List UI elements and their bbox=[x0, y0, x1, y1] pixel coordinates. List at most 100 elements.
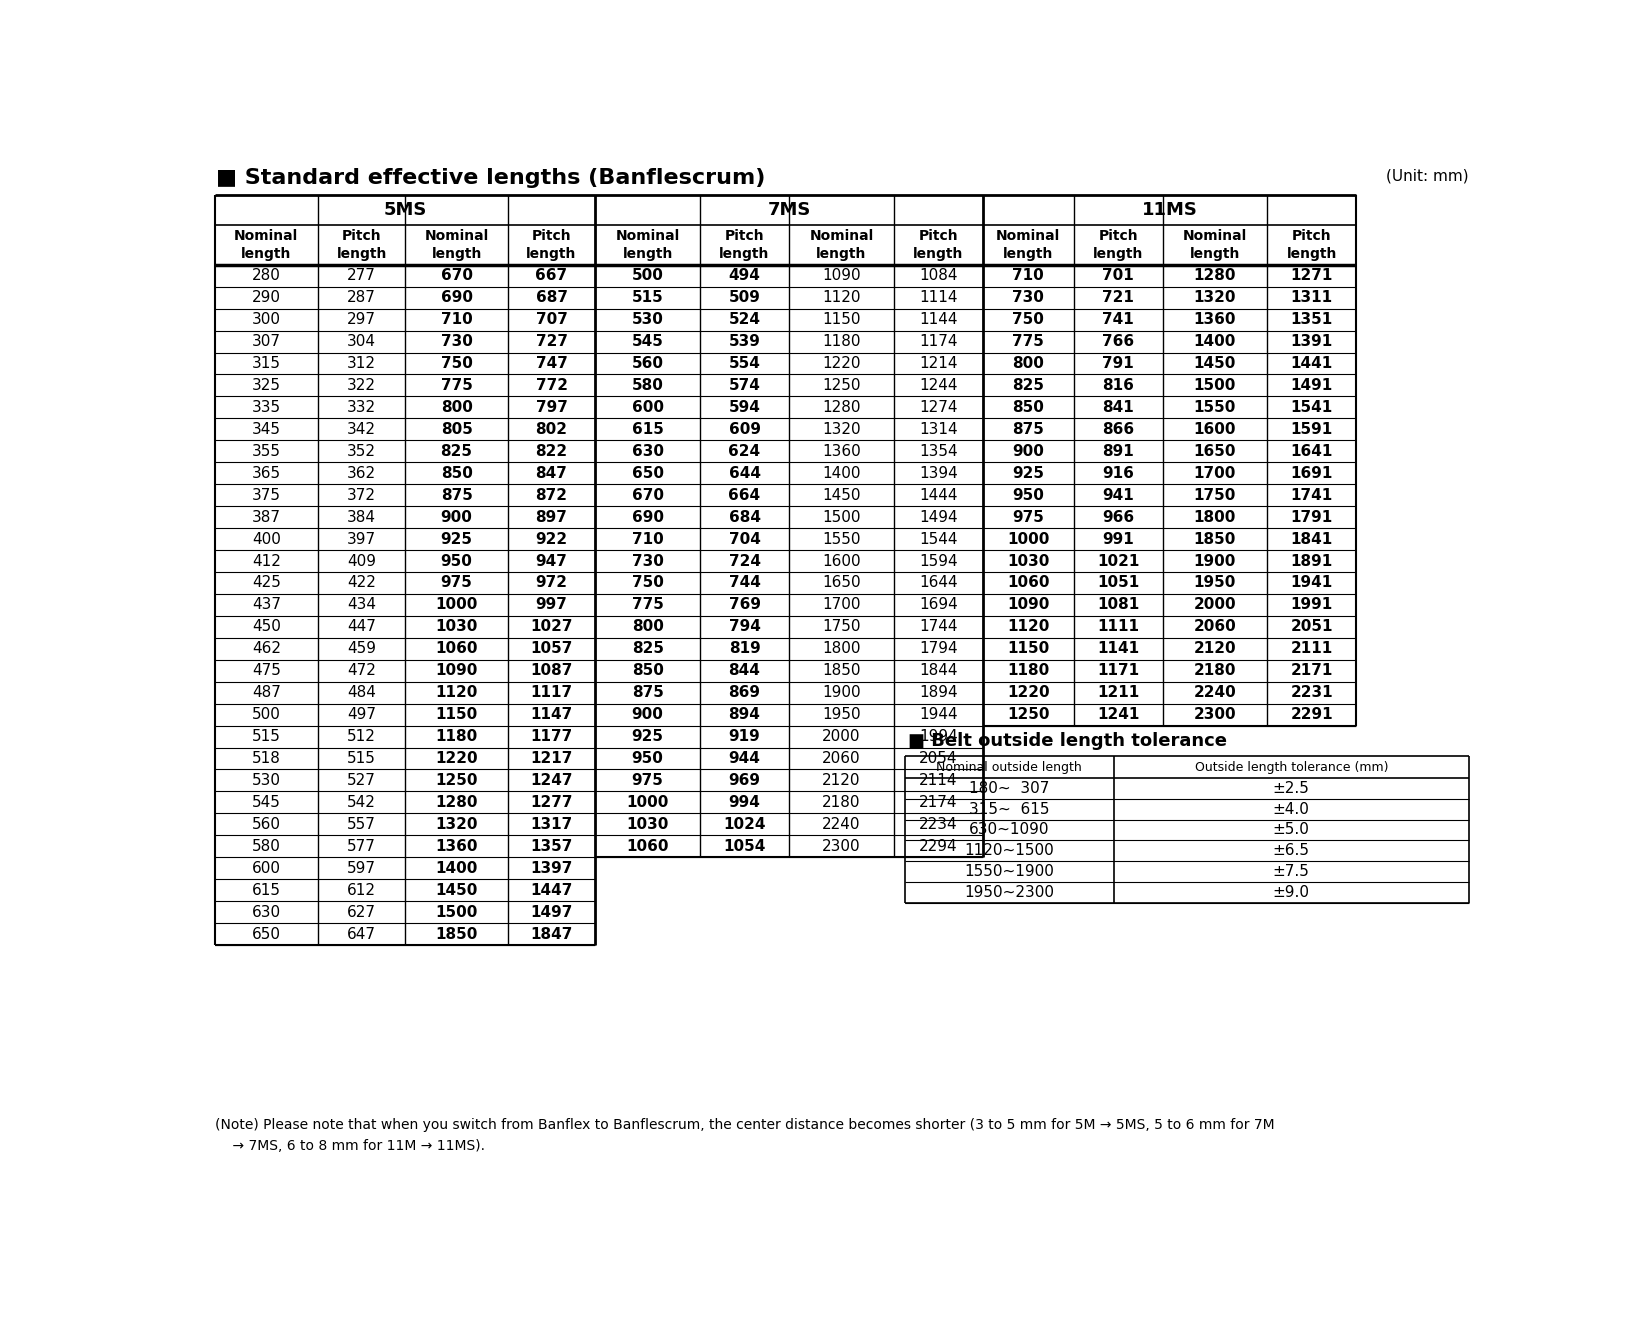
Text: 975: 975 bbox=[441, 575, 472, 591]
Text: 1180: 1180 bbox=[436, 729, 478, 744]
Text: 1354: 1354 bbox=[919, 444, 957, 458]
Text: 1144: 1144 bbox=[919, 312, 957, 327]
Text: 287: 287 bbox=[347, 291, 376, 306]
Text: 772: 772 bbox=[536, 378, 567, 393]
Text: 850: 850 bbox=[631, 663, 664, 678]
Text: 1500: 1500 bbox=[822, 509, 861, 525]
Text: 1991: 1991 bbox=[1291, 598, 1333, 612]
Text: 450: 450 bbox=[252, 619, 281, 634]
Text: 1794: 1794 bbox=[919, 642, 957, 657]
Text: 1544: 1544 bbox=[919, 532, 957, 547]
Text: 2180: 2180 bbox=[1194, 663, 1236, 678]
Text: 1220: 1220 bbox=[1006, 685, 1049, 701]
Text: 11MS: 11MS bbox=[1141, 201, 1197, 218]
Text: 775: 775 bbox=[1013, 334, 1044, 348]
Text: Pitch
length: Pitch length bbox=[337, 229, 386, 261]
Text: 822: 822 bbox=[536, 444, 567, 458]
Text: 2234: 2234 bbox=[919, 817, 957, 832]
Text: 545: 545 bbox=[252, 795, 281, 809]
Text: 530: 530 bbox=[631, 312, 664, 327]
Text: 397: 397 bbox=[347, 532, 376, 547]
Text: 969: 969 bbox=[728, 773, 761, 788]
Text: 1247: 1247 bbox=[531, 773, 572, 788]
Text: 1400: 1400 bbox=[1194, 334, 1236, 348]
Text: Nominal
length: Nominal length bbox=[233, 229, 299, 261]
Text: 1241: 1241 bbox=[1097, 708, 1139, 722]
Text: Nominal
length: Nominal length bbox=[809, 229, 873, 261]
Text: 462: 462 bbox=[252, 642, 281, 657]
Text: 727: 727 bbox=[536, 334, 567, 348]
Text: 1027: 1027 bbox=[531, 619, 572, 634]
Text: ±2.5: ±2.5 bbox=[1272, 781, 1310, 796]
Text: 1550: 1550 bbox=[822, 532, 861, 547]
Text: 950: 950 bbox=[631, 750, 664, 766]
Text: Pitch
length: Pitch length bbox=[720, 229, 769, 261]
Text: 315~  615: 315~ 615 bbox=[968, 801, 1049, 816]
Text: ■ Belt outside length tolerance: ■ Belt outside length tolerance bbox=[907, 732, 1226, 750]
Text: 342: 342 bbox=[347, 422, 376, 437]
Text: 352: 352 bbox=[347, 444, 376, 458]
Text: 1494: 1494 bbox=[919, 509, 957, 525]
Text: 805: 805 bbox=[441, 422, 472, 437]
Text: 997: 997 bbox=[536, 598, 567, 612]
Text: 847: 847 bbox=[536, 466, 567, 481]
Text: 277: 277 bbox=[347, 268, 376, 283]
Text: 750: 750 bbox=[1013, 312, 1044, 327]
Text: Nominal
length: Nominal length bbox=[996, 229, 1060, 261]
Text: 1111: 1111 bbox=[1097, 619, 1139, 634]
Text: 1030: 1030 bbox=[626, 817, 669, 832]
Text: 1280: 1280 bbox=[1194, 268, 1236, 283]
Text: 750: 750 bbox=[441, 356, 472, 371]
Text: 670: 670 bbox=[631, 488, 664, 502]
Text: 1497: 1497 bbox=[531, 905, 572, 919]
Text: 919: 919 bbox=[728, 729, 761, 744]
Text: 710: 710 bbox=[1013, 268, 1044, 283]
Text: 5MS: 5MS bbox=[383, 201, 427, 218]
Text: 2174: 2174 bbox=[919, 795, 957, 809]
Text: 280: 280 bbox=[252, 268, 281, 283]
Text: 509: 509 bbox=[728, 291, 761, 306]
Text: 1641: 1641 bbox=[1291, 444, 1333, 458]
Text: Pitch
length: Pitch length bbox=[1093, 229, 1143, 261]
Text: 437: 437 bbox=[252, 598, 281, 612]
Text: 1147: 1147 bbox=[531, 708, 572, 722]
Text: 560: 560 bbox=[252, 817, 281, 832]
Text: 704: 704 bbox=[728, 532, 761, 547]
Text: 1060: 1060 bbox=[1006, 575, 1049, 591]
Text: 180~  307: 180~ 307 bbox=[968, 781, 1049, 796]
Text: Nominal
length: Nominal length bbox=[1182, 229, 1248, 261]
Text: 515: 515 bbox=[347, 750, 376, 766]
Text: 560: 560 bbox=[631, 356, 664, 371]
Text: 1944: 1944 bbox=[919, 708, 957, 722]
Text: 315: 315 bbox=[252, 356, 281, 371]
Text: 375: 375 bbox=[252, 488, 281, 502]
Text: 530: 530 bbox=[252, 773, 281, 788]
Text: 875: 875 bbox=[631, 685, 664, 701]
Text: 335: 335 bbox=[252, 399, 281, 415]
Text: 922: 922 bbox=[536, 532, 567, 547]
Text: 459: 459 bbox=[347, 642, 376, 657]
Text: 500: 500 bbox=[631, 268, 664, 283]
Text: 515: 515 bbox=[252, 729, 281, 744]
Text: 1060: 1060 bbox=[436, 642, 478, 657]
Text: 1280: 1280 bbox=[822, 399, 861, 415]
Text: 1691: 1691 bbox=[1291, 466, 1333, 481]
Text: 1250: 1250 bbox=[822, 378, 861, 393]
Text: 2240: 2240 bbox=[822, 817, 861, 832]
Text: 475: 475 bbox=[252, 663, 281, 678]
Text: 600: 600 bbox=[631, 399, 664, 415]
Text: 1171: 1171 bbox=[1097, 663, 1139, 678]
Text: 769: 769 bbox=[728, 598, 761, 612]
Text: 1600: 1600 bbox=[822, 553, 861, 568]
Text: 650: 650 bbox=[252, 926, 281, 942]
Text: 1060: 1060 bbox=[626, 839, 669, 854]
Text: 690: 690 bbox=[441, 291, 472, 306]
Text: 900: 900 bbox=[631, 708, 664, 722]
Text: 947: 947 bbox=[536, 553, 567, 568]
Text: 1491: 1491 bbox=[1291, 378, 1333, 393]
Text: 721: 721 bbox=[1101, 291, 1134, 306]
Text: 994: 994 bbox=[728, 795, 761, 809]
Text: 1541: 1541 bbox=[1291, 399, 1333, 415]
Text: 791: 791 bbox=[1101, 356, 1134, 371]
Text: 1351: 1351 bbox=[1291, 312, 1333, 327]
